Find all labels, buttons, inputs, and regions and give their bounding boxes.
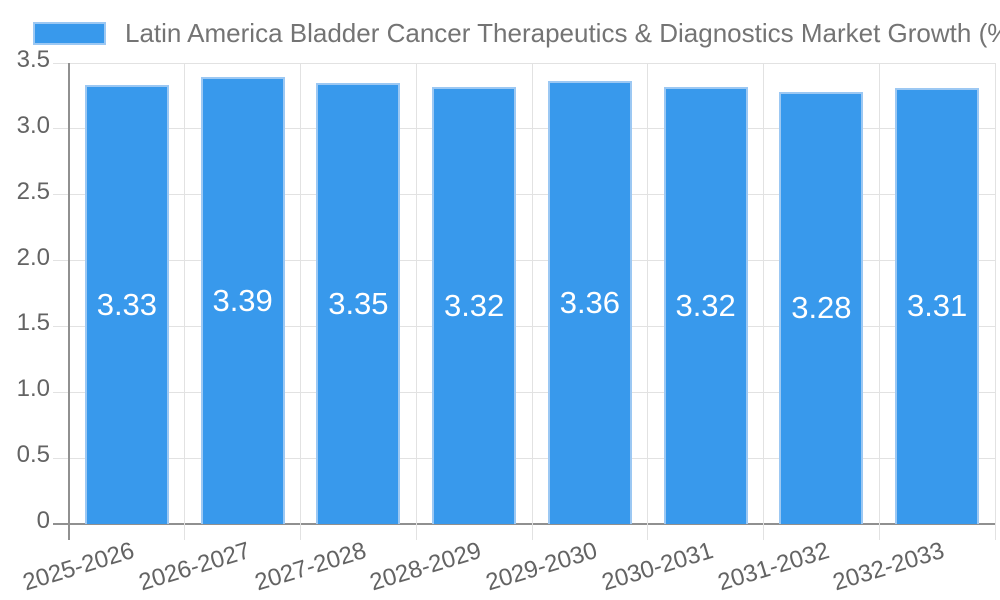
bar-value-label: 3.36: [559, 284, 621, 320]
bar-value-label: 3.32: [443, 287, 505, 323]
bar-value-label: 3.31: [906, 288, 968, 323]
bar-2028-2029[interactable]: [432, 87, 517, 524]
x-tick-label: 2032-2033: [830, 537, 948, 597]
x-gridline: [415, 63, 417, 540]
bar-value-label: 3.28: [791, 290, 852, 325]
legend-item[interactable]: Latin America Bladder Cancer Therapeutic…: [33, 19, 1000, 47]
y-tick-label: 1.0: [16, 375, 50, 403]
legend-swatch-icon: [33, 21, 106, 45]
bar-2027-2028[interactable]: [316, 83, 401, 524]
x-tick-label: 2026-2027: [135, 537, 254, 597]
x-gridline: [300, 63, 301, 540]
x-gridline: [994, 63, 996, 540]
x-gridline: [647, 63, 649, 540]
y-tick-label: 0.5: [16, 441, 50, 469]
chart-title: Latin America Bladder Cancer Therapeutic…: [125, 18, 1000, 48]
bar-2029-2030[interactable]: [547, 81, 632, 524]
bar-value-label: 3.32: [675, 287, 736, 323]
x-tick-label: 2029-2030: [482, 537, 601, 597]
y-tick-label: 1.5: [16, 309, 50, 337]
x-tick-label: 2025-2026: [19, 537, 138, 597]
bar-2030-2031[interactable]: [663, 87, 748, 524]
bar-2031-2032[interactable]: [779, 92, 864, 524]
x-tick-label: 2031-2032: [714, 537, 832, 597]
y-axis-line: [68, 63, 70, 540]
x-gridline: [878, 63, 880, 540]
y-tick-label: 0: [36, 507, 50, 534]
x-gridline: [184, 63, 186, 540]
y-tick-label: 3.5: [16, 46, 50, 73]
bar-2025-2026[interactable]: [84, 85, 169, 524]
x-tick-label: 2027-2028: [251, 537, 369, 597]
bar-value-label: 3.35: [328, 285, 389, 321]
bar-value-label: 3.39: [212, 282, 273, 318]
y-tick-label: 3.0: [16, 111, 50, 139]
y-gridline: [53, 62, 995, 64]
y-tick-label: 2.5: [16, 177, 50, 205]
x-gridline: [763, 63, 764, 540]
y-tick-label: 2.0: [16, 243, 50, 271]
bar-value-label: 3.33: [96, 286, 158, 322]
x-tick-label: 2028-2029: [367, 537, 485, 597]
x-tick-label: 2030-2031: [598, 537, 717, 597]
bar-2032-2033[interactable]: [895, 88, 980, 524]
x-gridline: [531, 63, 533, 540]
bar-2026-2027[interactable]: [200, 77, 285, 524]
